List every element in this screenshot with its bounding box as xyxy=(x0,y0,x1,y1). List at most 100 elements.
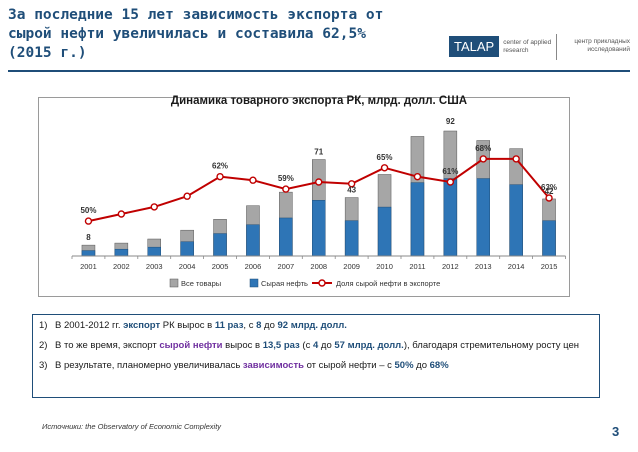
share-point-2010 xyxy=(380,164,389,172)
data-label: 42 xyxy=(545,187,554,196)
bullet-text-part: до xyxy=(261,320,278,331)
share-point-2003 xyxy=(150,203,158,211)
legend-label: Доля сырой нефти в экспорте xyxy=(336,279,440,288)
share-point-2009 xyxy=(347,180,356,188)
bar-oil-2001 xyxy=(81,250,96,257)
title-line: За последние 15 лет зависимость экспорта… xyxy=(8,7,384,23)
share-point-2008 xyxy=(315,178,323,186)
data-label: 63% xyxy=(541,183,557,192)
highlight-text: зависимость xyxy=(242,360,304,371)
bar-oil-2010 xyxy=(377,206,392,257)
logo-tagline: center of applied research xyxy=(503,38,552,54)
share-point-2006 xyxy=(249,176,257,184)
highlight-text: 8 xyxy=(256,320,262,331)
bar-oil-2002 xyxy=(114,248,129,257)
x-tick-label: 2001 xyxy=(80,262,97,271)
data-label: 8 xyxy=(86,233,91,242)
legend-label: Сырая нефть xyxy=(261,279,308,288)
x-tick-label: 2010 xyxy=(376,262,393,271)
share-point-2012 xyxy=(446,178,455,186)
bar-oil-2012 xyxy=(443,178,458,257)
bar-oil-2005 xyxy=(213,233,227,257)
bullet-text-part: В результате, планомерно увеличивалась xyxy=(55,360,243,371)
highlight-text: 13,5 раз xyxy=(262,340,300,351)
bullet-text-part: , с xyxy=(243,320,257,331)
header-rule xyxy=(8,70,630,72)
share-point-2002 xyxy=(117,210,126,218)
export-chart: Динамика товарного экспорта РК, млрд. до… xyxy=(71,95,566,288)
bullet-text: В 2001-2012 гг. экспорт РК вырос в 11 ра… xyxy=(55,319,591,332)
bullet-text-part: до xyxy=(318,340,335,351)
data-label: 61% xyxy=(442,167,458,176)
bullet-text-part: от сырой нефти – с xyxy=(303,360,395,371)
bullet-text-part: В то же время, экспорт xyxy=(55,340,160,351)
bullet-text-part: вырос в xyxy=(222,340,263,351)
bullet-number: 3) xyxy=(39,360,48,371)
share-point-2013 xyxy=(479,155,487,163)
legend-swatch xyxy=(318,279,326,287)
bullet-text-part: (с xyxy=(299,340,313,351)
x-tick-label: 2004 xyxy=(179,262,196,271)
highlight-text: 4 xyxy=(312,340,319,351)
x-tick-label: 2003 xyxy=(146,262,163,271)
title-line: (2015 г.) xyxy=(8,45,87,61)
share-point-2014 xyxy=(512,155,520,163)
title-line: сырой нефти увеличилась и составила 62,5… xyxy=(8,26,366,42)
share-point-2015 xyxy=(545,194,553,202)
bar-oil-2015 xyxy=(542,220,556,257)
bullet-item: 3) В результате, планомерно увеличивалась… xyxy=(39,359,591,372)
legend-swatch xyxy=(169,278,179,288)
chart-frame xyxy=(38,97,570,297)
data-label: 43 xyxy=(347,186,356,195)
x-tick-label: 2002 xyxy=(113,262,130,271)
data-label: 71 xyxy=(314,148,323,157)
data-label: 92 xyxy=(446,117,455,126)
share-point-2001 xyxy=(84,217,93,225)
data-label: 50% xyxy=(80,206,96,215)
x-tick-label: 2012 xyxy=(442,262,459,271)
bar-oil-2014 xyxy=(509,184,523,257)
legend-swatch xyxy=(249,278,259,288)
highlight-text: 50% xyxy=(394,360,414,371)
page-number: 3 xyxy=(612,424,620,439)
data-label: 59% xyxy=(278,174,294,183)
bullet-list: 1) В 2001-2012 гг. экспорт РК вырос в 11 … xyxy=(32,314,600,398)
share-point-2011 xyxy=(413,172,422,181)
bullet-text-part: до xyxy=(413,360,430,371)
x-tick-label: 2015 xyxy=(541,262,558,271)
x-tick-label: 2009 xyxy=(343,262,360,271)
bullet-text: В то же время, экспорт сырой нефти вырос… xyxy=(55,339,591,352)
bullet-text-part: ), благодаря стремительному росту цен xyxy=(403,340,580,351)
x-tick-label: 2005 xyxy=(212,262,229,271)
slide-title: За последние 15 лет зависимость экспорта… xyxy=(8,6,428,63)
data-label: 62% xyxy=(212,162,228,171)
bar-oil-2007 xyxy=(279,217,293,257)
share-point-2005 xyxy=(216,172,224,181)
chart-title: Динамика товарного экспорта РК, млрд. до… xyxy=(171,95,467,107)
x-tick-label: 2011 xyxy=(409,262,425,271)
bullet-text-part: РК вырос в xyxy=(160,320,215,331)
data-label: 65% xyxy=(377,153,393,162)
bullet-text: В результате, планомерно увеличивалась з… xyxy=(55,359,591,372)
x-tick-label: 2007 xyxy=(278,262,295,271)
highlight-text: сырой нефти xyxy=(159,340,223,351)
legend-label: Все товары xyxy=(181,279,221,288)
bar-oil-2004 xyxy=(180,241,194,257)
x-tick-label: 2014 xyxy=(508,262,525,271)
bullet-item: 2) В то же время, экспорт сырой нефти выр… xyxy=(39,339,591,352)
x-tick-label: 2013 xyxy=(475,262,492,271)
bar-oil-2009 xyxy=(344,220,359,257)
talap-logo: TALAP center of applied research xyxy=(449,36,555,57)
highlight-text: 68% xyxy=(429,360,449,371)
highlight-text: 92 млрд. долл. xyxy=(277,320,347,331)
highlight-text: 11 раз xyxy=(214,320,244,331)
logo-divider xyxy=(556,34,557,60)
x-tick-label: 2008 xyxy=(310,262,327,271)
logo-tagline-ru: центр прикладных исследований xyxy=(574,38,630,53)
bullet-number: 2) xyxy=(39,340,48,351)
bullet-number: 1) xyxy=(39,320,48,331)
data-label: 68% xyxy=(475,144,491,153)
bar-oil-2013 xyxy=(476,178,490,257)
bar-oil-2008 xyxy=(312,200,326,257)
logo-wordmark: TALAP xyxy=(449,36,500,57)
